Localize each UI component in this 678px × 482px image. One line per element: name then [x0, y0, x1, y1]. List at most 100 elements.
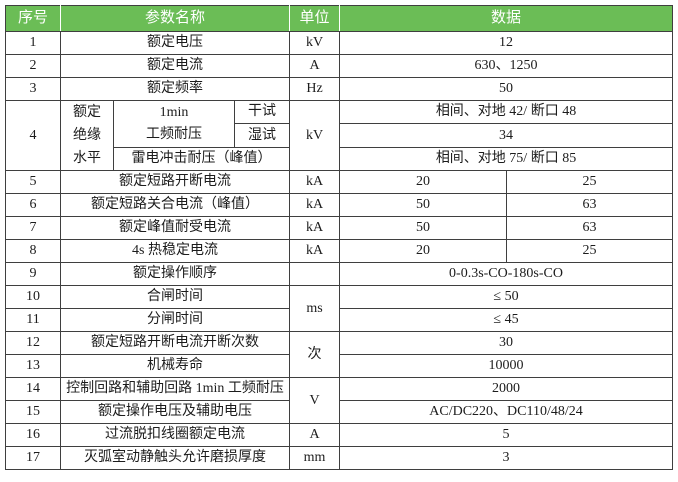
row-15-serial: 15: [5, 400, 61, 424]
spec-table: 序号 参数名称 单位 数据 1 额定电压 kV 12 2 额定电流 A 630、…: [5, 5, 674, 470]
row-1-param: 额定电压: [60, 31, 290, 55]
row-5-data-2: 25: [505, 170, 674, 194]
table-row: 9 额定操作顺序 0-0.3s-CO-180s-CO: [5, 262, 674, 286]
row-3-serial: 3: [5, 77, 61, 101]
row-4-dry-test-data: 相间、对地 42/ 断口 48: [338, 99, 674, 125]
table-row: 15 额定操作电压及辅助电压 AC/DC220、DC110/48/24: [5, 400, 674, 424]
row-1-unit: kV: [289, 31, 340, 55]
row-1-data: 12: [338, 31, 674, 55]
row-12-serial: 12: [5, 331, 61, 355]
row-8-data-2: 25: [505, 239, 674, 263]
row-4-wet-test-data: 34: [338, 123, 674, 148]
row-2-param: 额定电流: [60, 54, 290, 78]
table-row: 2 额定电流 A 630、1250: [5, 54, 674, 78]
row-16-serial: 16: [5, 423, 61, 447]
table-row: 17 灭弧室动静触头允许磨损厚度 mm 3: [5, 446, 674, 470]
row-15-param: 额定操作电压及辅助电压: [60, 400, 290, 424]
row-10-data: ≤ 50: [338, 285, 674, 309]
row-16-data: 5: [338, 423, 674, 447]
row-11-serial: 11: [5, 308, 61, 332]
row-6-serial: 6: [5, 193, 61, 217]
row-12-13-unit: 次: [289, 331, 340, 378]
row-4-power-frequency-label: 1min 工频耐压: [113, 100, 235, 148]
row-2-data: 630、1250: [338, 54, 674, 78]
row-17-serial: 17: [5, 446, 61, 470]
row-13-param: 机械寿命: [60, 354, 290, 378]
row-6-data-2: 63: [505, 193, 674, 217]
row-4-unit: kV: [289, 100, 340, 171]
row-9-data: 0-0.3s-CO-180s-CO: [338, 262, 674, 286]
row-14-param: 控制回路和辅助回路 1min 工频耐压: [60, 377, 290, 401]
row-11-data: ≤ 45: [338, 308, 674, 332]
row-10-param: 合闸时间: [60, 285, 290, 309]
row-9-serial: 9: [5, 262, 61, 286]
row-9-unit: [289, 262, 340, 286]
row-10-11-unit: ms: [289, 285, 340, 332]
row-7-unit: kA: [289, 216, 340, 240]
row-12-data: 30: [338, 331, 674, 355]
row-2-serial: 2: [5, 54, 61, 78]
row-16-unit: A: [289, 423, 340, 447]
table-row: 11 分闸时间 ≤ 45: [5, 308, 674, 332]
table-row: 10 合闸时间 ms ≤ 50: [5, 285, 674, 332]
row-4-insulation-line-1: 额定: [73, 105, 101, 120]
row-4-insulation-line-2: 绝缘: [73, 128, 101, 143]
row-4-freq-line-1: 1min: [159, 104, 189, 120]
row-14-serial: 14: [5, 377, 61, 401]
table-row: 16 过流脱扣线圈额定电流 A 5: [5, 423, 674, 447]
row-14-15-unit: V: [289, 377, 340, 424]
row-11-param: 分闸时间: [60, 308, 290, 332]
row-4-insulation-level-label: 额定 绝缘 水平: [60, 100, 114, 171]
row-2-unit: A: [289, 54, 340, 78]
row-5-unit: kA: [289, 170, 340, 194]
row-1-serial: 1: [5, 31, 61, 55]
row-7-data-2: 63: [505, 216, 674, 240]
table-row: 湿试 34: [6, 123, 674, 148]
row-5-param: 额定短路开断电流: [60, 170, 290, 194]
table-row: 4 额定 绝缘 水平 1min 工频耐压 干试 kV 相间、对地 42/ 断口 …: [5, 99, 674, 171]
row-4-wet-test-label: 湿试: [234, 123, 290, 148]
row-4-freq-line-2: 工频耐压: [146, 126, 202, 142]
row-6-param: 额定短路关合电流（峰值）: [60, 193, 290, 217]
row-6-data-1: 50: [339, 193, 507, 217]
row-12-param: 额定短路开断电流开断次数: [60, 331, 290, 355]
table-row: 3 额定频率 Hz 50: [5, 77, 674, 101]
row-15-data: AC/DC220、DC110/48/24: [338, 400, 674, 424]
table-row: 13 机械寿命 10000: [5, 354, 674, 378]
row-5-data-1: 20: [339, 170, 507, 194]
table-row: 12 额定短路开断电流开断次数 次 30: [5, 331, 674, 378]
row-14-data: 2000: [338, 377, 674, 401]
row-10-serial: 10: [5, 285, 61, 309]
row-5-serial: 5: [5, 170, 61, 194]
row-8-param: 4s 热稳定电流: [60, 239, 290, 263]
row-7-param: 额定峰值耐受电流: [60, 216, 290, 240]
row-4-lightning-impulse-label: 雷电冲击耐压（峰值）: [113, 146, 290, 172]
row-4-dry-test-label: 干试: [234, 99, 290, 125]
table-row: 8 4s 热稳定电流 kA 20 25: [5, 239, 674, 263]
row-6-unit: kA: [289, 193, 340, 217]
row-8-serial: 8: [5, 239, 61, 263]
row-7-data-1: 50: [339, 216, 507, 240]
row-3-data: 50: [338, 77, 674, 101]
row-13-serial: 13: [5, 354, 61, 378]
table-row: 7 额定峰值耐受电流 kA 50 63: [5, 216, 674, 240]
row-17-param: 灭弧室动静触头允许磨损厚度: [60, 446, 290, 470]
header-row: 序号 参数名称 单位 数据: [5, 5, 674, 32]
row-7-serial: 7: [5, 216, 61, 240]
header-col-serial: 序号: [5, 5, 61, 32]
row-17-data: 3: [338, 446, 674, 470]
table-row: 14 控制回路和辅助回路 1min 工频耐压 V 2000: [5, 377, 674, 424]
row-4-serial: 4: [5, 100, 61, 171]
row-3-unit: Hz: [289, 77, 340, 101]
row-8-unit: kA: [289, 239, 340, 263]
header-col-unit: 单位: [289, 5, 340, 32]
table-row: 雷电冲击耐压（峰值） 相间、对地 75/ 断口 85: [6, 146, 674, 172]
table-row: 6 额定短路关合电流（峰值） kA 50 63: [5, 193, 674, 217]
row-4-lightning-impulse-data: 相间、对地 75/ 断口 85: [338, 146, 674, 172]
header-col-param: 参数名称: [60, 5, 290, 32]
row-9-param: 额定操作顺序: [60, 262, 290, 286]
row-17-unit: mm: [289, 446, 340, 470]
row-8-data-1: 20: [339, 239, 507, 263]
table-row: 5 额定短路开断电流 kA 20 25: [5, 170, 674, 194]
